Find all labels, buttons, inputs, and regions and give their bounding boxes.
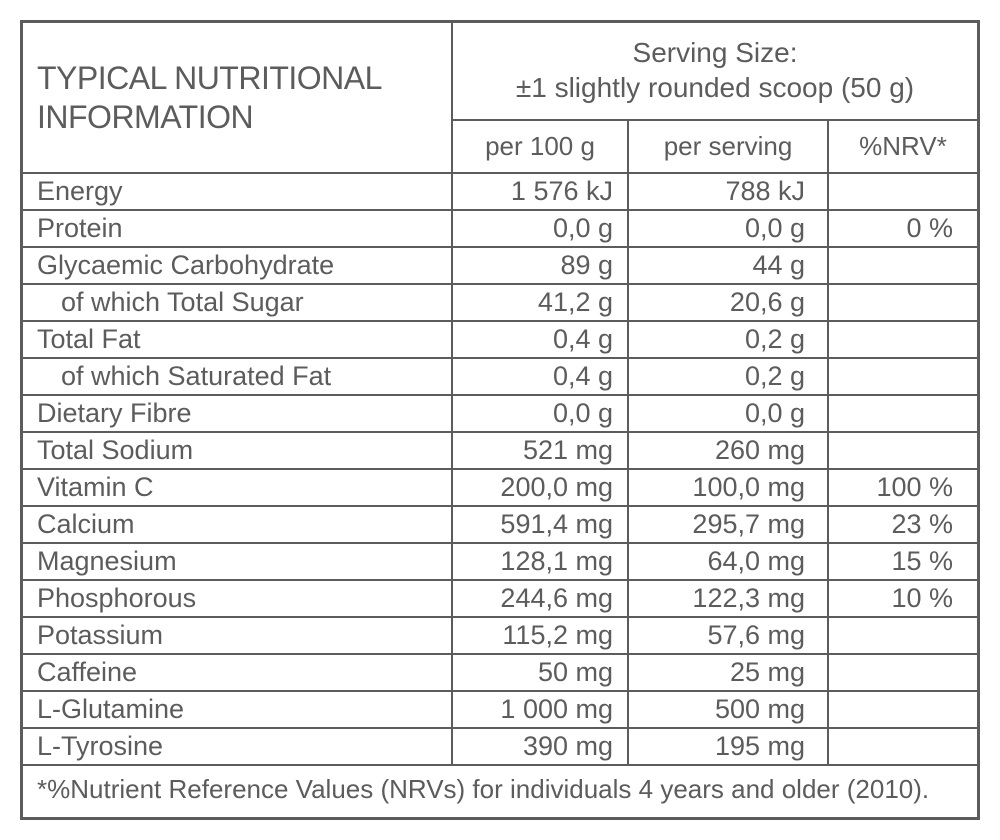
- value-per-serving: 788 kJ: [629, 174, 829, 209]
- table-row: Phosphorous244,6 mg122,3 mg10 %: [23, 581, 977, 618]
- value-per-serving: 195 mg: [629, 729, 829, 764]
- table-row: of which Saturated Fat0,4 g0,2 g: [23, 359, 977, 396]
- header-nrv: %NRV*: [829, 121, 977, 172]
- value-nrv: [829, 692, 977, 727]
- table-row: Glycaemic Carbohydrate89 g44 g: [23, 248, 977, 285]
- value-per-serving: 260 mg: [629, 433, 829, 468]
- nutrient-name: of which Saturated Fat: [23, 359, 453, 394]
- header-row: TYPICAL NUTRITIONAL INFORMATION Serving …: [23, 23, 977, 174]
- value-per-100g: 0,4 g: [453, 359, 629, 394]
- value-per-serving: 500 mg: [629, 692, 829, 727]
- value-per-100g: 0,0 g: [453, 396, 629, 431]
- table-row: Protein0,0 g0,0 g0 %: [23, 211, 977, 248]
- nutrient-name: Energy: [23, 174, 453, 209]
- nutrient-name: of which Total Sugar: [23, 285, 453, 320]
- value-nrv: [829, 248, 977, 283]
- header-per-serving: per serving: [629, 121, 829, 172]
- nutrient-name: Calcium: [23, 507, 453, 542]
- value-per-serving: 57,6 mg: [629, 618, 829, 653]
- value-per-100g: 41,2 g: [453, 285, 629, 320]
- table-row: of which Total Sugar41,2 g20,6 g: [23, 285, 977, 322]
- nutrient-name: Magnesium: [23, 544, 453, 579]
- value-nrv: [829, 285, 977, 320]
- table-row: Vitamin C200,0 mg100,0 mg100 %: [23, 470, 977, 507]
- value-nrv: [829, 359, 977, 394]
- nutrient-name: Phosphorous: [23, 581, 453, 616]
- value-per-serving: 122,3 mg: [629, 581, 829, 616]
- footnote: *%Nutrient Reference Values (NRVs) for i…: [23, 764, 977, 817]
- nutrient-name: L-Tyrosine: [23, 729, 453, 764]
- table-row: L-Tyrosine390 mg195 mg: [23, 729, 977, 764]
- value-per-100g: 1 000 mg: [453, 692, 629, 727]
- value-nrv: 10 %: [829, 581, 977, 616]
- value-per-serving: 0,2 g: [629, 322, 829, 357]
- nutrient-name: Glycaemic Carbohydrate: [23, 248, 453, 283]
- value-nrv: [829, 618, 977, 653]
- table-row: Total Sodium521 mg260 mg: [23, 433, 977, 470]
- value-nrv: 15 %: [829, 544, 977, 579]
- table-row: L-Glutamine1 000 mg500 mg: [23, 692, 977, 729]
- value-per-100g: 128,1 mg: [453, 544, 629, 579]
- value-per-serving: 25 mg: [629, 655, 829, 690]
- value-per-100g: 521 mg: [453, 433, 629, 468]
- title-cell: TYPICAL NUTRITIONAL INFORMATION: [23, 23, 453, 174]
- column-headers: per 100 g per serving %NRV*: [453, 121, 977, 174]
- value-per-serving: 0,0 g: [629, 396, 829, 431]
- value-nrv: [829, 655, 977, 690]
- value-per-100g: 50 mg: [453, 655, 629, 690]
- serving-block: Serving Size: ±1 slightly rounded scoop …: [453, 23, 977, 174]
- value-nrv: [829, 396, 977, 431]
- value-nrv: 23 %: [829, 507, 977, 542]
- value-per-100g: 390 mg: [453, 729, 629, 764]
- value-per-100g: 591,4 mg: [453, 507, 629, 542]
- nutrient-name: Vitamin C: [23, 470, 453, 505]
- table-title: TYPICAL NUTRITIONAL INFORMATION: [37, 59, 437, 136]
- value-nrv: 100 %: [829, 470, 977, 505]
- serving-size-line1: Serving Size:: [633, 37, 798, 68]
- value-per-100g: 0,4 g: [453, 322, 629, 357]
- value-nrv: [829, 174, 977, 209]
- value-per-100g: 89 g: [453, 248, 629, 283]
- value-nrv: [829, 322, 977, 357]
- value-per-serving: 100,0 mg: [629, 470, 829, 505]
- value-per-serving: 20,6 g: [629, 285, 829, 320]
- nutrient-name: Caffeine: [23, 655, 453, 690]
- value-nrv: [829, 729, 977, 764]
- value-per-serving: 0,0 g: [629, 211, 829, 246]
- serving-size: Serving Size: ±1 slightly rounded scoop …: [453, 23, 977, 121]
- value-per-100g: 0,0 g: [453, 211, 629, 246]
- table-row: Caffeine50 mg25 mg: [23, 655, 977, 692]
- header-per-100g: per 100 g: [453, 121, 629, 172]
- value-nrv: 0 %: [829, 211, 977, 246]
- value-per-serving: 64,0 mg: [629, 544, 829, 579]
- value-per-serving: 295,7 mg: [629, 507, 829, 542]
- table-row: Magnesium128,1 mg64,0 mg15 %: [23, 544, 977, 581]
- table-row: Potassium115,2 mg57,6 mg: [23, 618, 977, 655]
- table-row: Dietary Fibre0,0 g0,0 g: [23, 396, 977, 433]
- serving-size-line2: ±1 slightly rounded scoop (50 g): [516, 72, 914, 103]
- table-row: Calcium591,4 mg295,7 mg23 %: [23, 507, 977, 544]
- value-per-100g: 115,2 mg: [453, 618, 629, 653]
- nutrition-table: TYPICAL NUTRITIONAL INFORMATION Serving …: [20, 20, 980, 820]
- table-row: Energy1 576 kJ788 kJ: [23, 174, 977, 211]
- nutrient-name: Dietary Fibre: [23, 396, 453, 431]
- value-per-100g: 244,6 mg: [453, 581, 629, 616]
- value-per-serving: 44 g: [629, 248, 829, 283]
- rows-container: Energy1 576 kJ788 kJProtein0,0 g0,0 g0 %…: [23, 174, 977, 764]
- value-per-serving: 0,2 g: [629, 359, 829, 394]
- nutrient-name: L-Glutamine: [23, 692, 453, 727]
- table-row: Total Fat0,4 g0,2 g: [23, 322, 977, 359]
- nutrient-name: Potassium: [23, 618, 453, 653]
- value-nrv: [829, 433, 977, 468]
- value-per-100g: 200,0 mg: [453, 470, 629, 505]
- nutrient-name: Total Sodium: [23, 433, 453, 468]
- value-per-100g: 1 576 kJ: [453, 174, 629, 209]
- nutrient-name: Protein: [23, 211, 453, 246]
- nutrient-name: Total Fat: [23, 322, 453, 357]
